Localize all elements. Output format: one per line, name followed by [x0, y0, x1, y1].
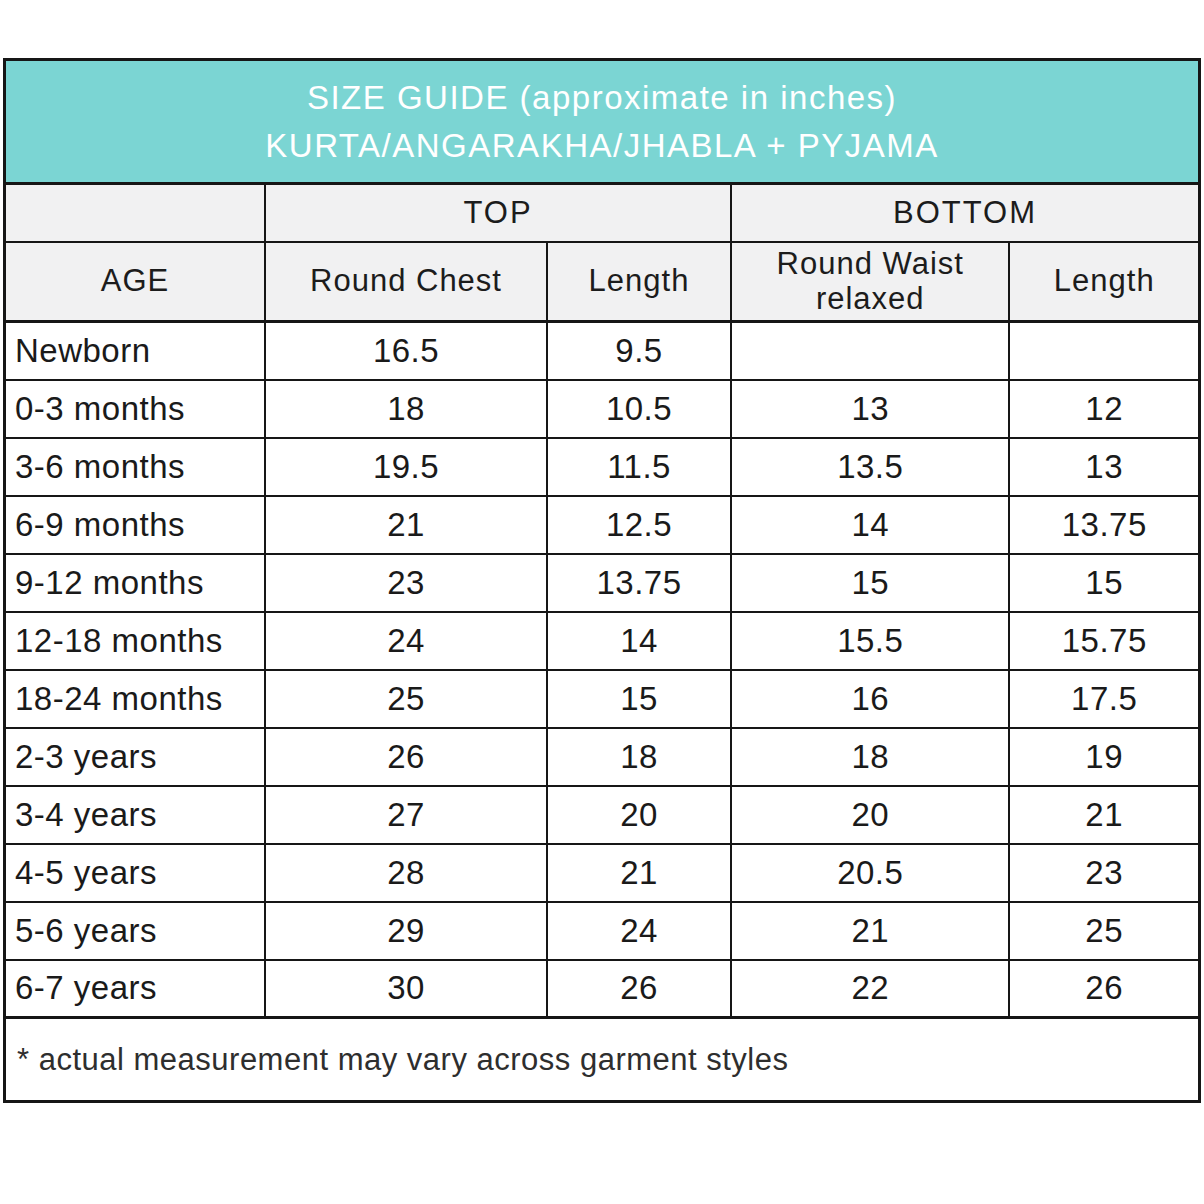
top-length-cell: 9.5	[547, 322, 731, 380]
column-header-top-length: Length	[547, 242, 731, 322]
bottom-length-cell: 19	[1009, 728, 1199, 786]
top-length-cell: 10.5	[547, 380, 731, 438]
age-cell: 5-6 years	[5, 902, 266, 960]
round-waist-cell: 16	[731, 670, 1009, 728]
top-length-cell: 13.75	[547, 554, 731, 612]
column-header-bottom-length: Length	[1009, 242, 1199, 322]
bottom-length-cell: 13	[1009, 438, 1199, 496]
round-waist-cell: 13	[731, 380, 1009, 438]
round-chest-cell: 30	[265, 960, 547, 1018]
bottom-length-cell: 15.75	[1009, 612, 1199, 670]
round-chest-cell: 24	[265, 612, 547, 670]
age-cell: 6-7 years	[5, 960, 266, 1018]
round-chest-cell: 21	[265, 496, 547, 554]
round-waist-cell: 18	[731, 728, 1009, 786]
table-row: 9-12 months 23 13.75 15 15	[5, 554, 1200, 612]
table-row: Newborn 16.5 9.5	[5, 322, 1200, 380]
title-banner: SIZE GUIDE (approximate in inches) KURTA…	[5, 60, 1200, 184]
group-header-row: TOP BOTTOM	[5, 184, 1200, 242]
table-row: 2-3 years 26 18 18 19	[5, 728, 1200, 786]
age-cell: 12-18 months	[5, 612, 266, 670]
top-length-cell: 26	[547, 960, 731, 1018]
top-length-cell: 20	[547, 786, 731, 844]
table-row: 18-24 months 25 15 16 17.5	[5, 670, 1200, 728]
table-row: 0-3 months 18 10.5 13 12	[5, 380, 1200, 438]
round-chest-cell: 25	[265, 670, 547, 728]
age-cell: 18-24 months	[5, 670, 266, 728]
age-cell: 3-4 years	[5, 786, 266, 844]
top-length-cell: 11.5	[547, 438, 731, 496]
group-header-empty	[5, 184, 266, 242]
column-header-round-chest: Round Chest	[265, 242, 547, 322]
age-cell: 2-3 years	[5, 728, 266, 786]
round-chest-cell: 26	[265, 728, 547, 786]
age-cell: 3-6 months	[5, 438, 266, 496]
banner-row: SIZE GUIDE (approximate in inches) KURTA…	[5, 60, 1200, 184]
table-row: 6-9 months 21 12.5 14 13.75	[5, 496, 1200, 554]
round-waist-cell	[731, 322, 1009, 380]
age-cell: 0-3 months	[5, 380, 266, 438]
age-cell: 6-9 months	[5, 496, 266, 554]
round-chest-cell: 19.5	[265, 438, 547, 496]
round-waist-cell: 15	[731, 554, 1009, 612]
column-header-row: AGE Round Chest Length Round Waist relax…	[5, 242, 1200, 322]
table-row: 3-4 years 27 20 20 21	[5, 786, 1200, 844]
round-waist-cell: 20.5	[731, 844, 1009, 902]
column-header-age: AGE	[5, 242, 266, 322]
table-row: 3-6 months 19.5 11.5 13.5 13	[5, 438, 1200, 496]
age-cell: 4-5 years	[5, 844, 266, 902]
round-chest-cell: 16.5	[265, 322, 547, 380]
round-chest-cell: 27	[265, 786, 547, 844]
footnote-text: * actual measurement may vary across gar…	[5, 1018, 1200, 1102]
size-guide-table: SIZE GUIDE (approximate in inches) KURTA…	[3, 58, 1201, 1103]
bottom-length-cell	[1009, 322, 1199, 380]
group-header-bottom: BOTTOM	[731, 184, 1199, 242]
round-chest-cell: 28	[265, 844, 547, 902]
bottom-length-cell: 21	[1009, 786, 1199, 844]
bottom-length-cell: 13.75	[1009, 496, 1199, 554]
age-cell: Newborn	[5, 322, 266, 380]
table-row: 6-7 years 30 26 22 26	[5, 960, 1200, 1018]
banner-title-line1: SIZE GUIDE (approximate in inches)	[6, 74, 1198, 122]
round-waist-cell: 21	[731, 902, 1009, 960]
banner-title-line2: KURTA/ANGARAKHA/JHABLA + PYJAMA	[6, 122, 1198, 170]
bottom-length-cell: 26	[1009, 960, 1199, 1018]
round-waist-cell: 13.5	[731, 438, 1009, 496]
top-length-cell: 18	[547, 728, 731, 786]
round-chest-cell: 18	[265, 380, 547, 438]
round-waist-cell: 20	[731, 786, 1009, 844]
round-waist-cell: 22	[731, 960, 1009, 1018]
top-length-cell: 15	[547, 670, 731, 728]
table-row: 12-18 months 24 14 15.5 15.75	[5, 612, 1200, 670]
bottom-length-cell: 17.5	[1009, 670, 1199, 728]
table-header: SIZE GUIDE (approximate in inches) KURTA…	[5, 60, 1200, 322]
bottom-length-cell: 15	[1009, 554, 1199, 612]
round-chest-cell: 23	[265, 554, 547, 612]
top-length-cell: 24	[547, 902, 731, 960]
top-length-cell: 14	[547, 612, 731, 670]
size-guide-page: SIZE GUIDE (approximate in inches) KURTA…	[0, 0, 1204, 1204]
round-chest-cell: 29	[265, 902, 547, 960]
age-cell: 9-12 months	[5, 554, 266, 612]
round-waist-cell: 15.5	[731, 612, 1009, 670]
table-body: Newborn 16.5 9.5 0-3 months 18 10.5 13 1…	[5, 322, 1200, 1018]
bottom-length-cell: 23	[1009, 844, 1199, 902]
table-row: 5-6 years 29 24 21 25	[5, 902, 1200, 960]
column-header-round-waist: Round Waist relaxed	[731, 242, 1009, 322]
bottom-length-cell: 25	[1009, 902, 1199, 960]
round-waist-cell: 14	[731, 496, 1009, 554]
top-length-cell: 12.5	[547, 496, 731, 554]
table-footer: * actual measurement may vary across gar…	[5, 1018, 1200, 1102]
top-length-cell: 21	[547, 844, 731, 902]
table-row: 4-5 years 28 21 20.5 23	[5, 844, 1200, 902]
group-header-top: TOP	[265, 184, 731, 242]
bottom-length-cell: 12	[1009, 380, 1199, 438]
footnote-row: * actual measurement may vary across gar…	[5, 1018, 1200, 1102]
